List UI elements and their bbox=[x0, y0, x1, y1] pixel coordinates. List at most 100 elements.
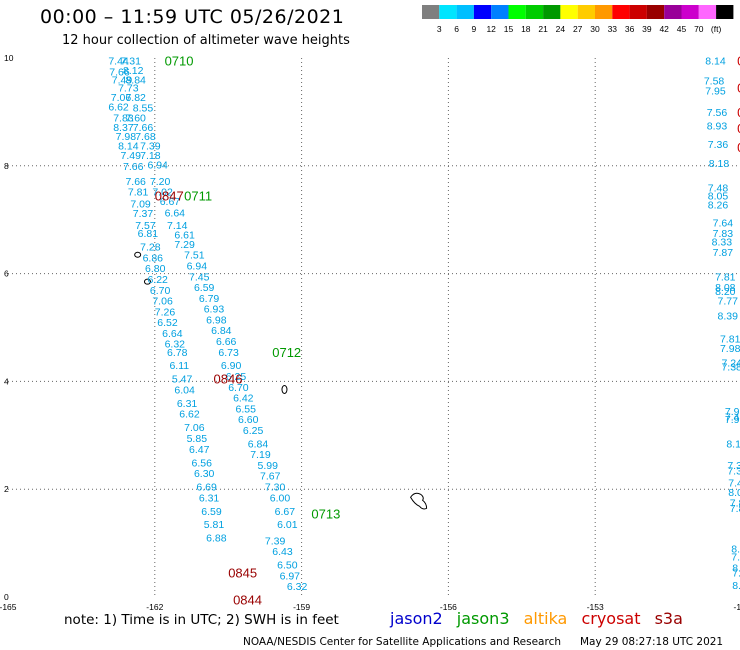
swh-value: 8.39 bbox=[718, 311, 739, 323]
pass-time-label: 0630 bbox=[737, 81, 740, 96]
pass-time-label: 0844 bbox=[233, 593, 262, 608]
swh-value: 6.11 bbox=[169, 360, 189, 372]
swh-value: 7.06 bbox=[184, 422, 205, 434]
colorbar-label: 3 bbox=[437, 24, 442, 34]
footer-note: note: 1) Time is in UTC; 2) SWH is in fe… bbox=[64, 612, 339, 628]
legend-cryosat: cryosat bbox=[581, 609, 641, 628]
swh-value: 6.55 bbox=[236, 403, 257, 415]
swh-value: 7.90 bbox=[732, 568, 740, 580]
swh-value: 6.64 bbox=[165, 208, 186, 220]
swh-value: 6.62 bbox=[108, 102, 129, 114]
swh-value: 8.05 bbox=[708, 190, 729, 202]
colorbar-swatch bbox=[422, 5, 440, 19]
swh-value: 6.94 bbox=[187, 261, 208, 273]
swh-value: 6.98 bbox=[206, 314, 227, 326]
y-tick-label: 4 bbox=[4, 376, 9, 386]
colorbar-label: (ft) bbox=[711, 24, 722, 34]
swh-value: 8.93 bbox=[707, 120, 728, 132]
map-title: 00:00 – 11:59 UTC 05/26/2021 bbox=[40, 6, 345, 28]
swh-value: 6.84 bbox=[248, 438, 269, 450]
colorbar-label: 12 bbox=[486, 24, 496, 34]
swh-value: 7.18 bbox=[140, 150, 161, 162]
island-outline bbox=[134, 251, 142, 258]
swh-value: 6.30 bbox=[194, 468, 215, 480]
swh-value: 7.45 bbox=[189, 271, 210, 283]
swh-value: 8.74 bbox=[732, 562, 740, 574]
swh-value: 7.66 bbox=[123, 161, 144, 173]
swh-value: 6.25 bbox=[226, 371, 247, 383]
colorbar-label: 33 bbox=[608, 24, 618, 34]
islands bbox=[134, 251, 428, 510]
y-tick-label: 0 bbox=[4, 592, 9, 602]
swh-value: 6.67 bbox=[160, 196, 181, 208]
swh-values: 7.447.317.668.127.498.847.737.067.826.62… bbox=[108, 56, 740, 594]
colorbar-swatch bbox=[646, 5, 665, 19]
x-tick-label: -156 bbox=[440, 602, 457, 612]
swh-value: 7.81 bbox=[731, 552, 740, 564]
colorbar-swatch bbox=[508, 5, 526, 19]
swh-value: 8.37 bbox=[113, 122, 134, 134]
swh-value: 5.81 bbox=[204, 519, 225, 531]
swh-value: 6.97 bbox=[280, 570, 301, 582]
x-tick-label: -153 bbox=[587, 602, 604, 612]
swh-value: 7.39 bbox=[265, 535, 286, 547]
swh-value: 7.48 bbox=[728, 478, 740, 490]
swh-value: 6.31 bbox=[177, 398, 198, 410]
swh-value: 7.83 bbox=[113, 112, 134, 124]
swh-value: 6.22 bbox=[147, 274, 168, 286]
swh-value: 6.25 bbox=[243, 425, 264, 437]
pass-time-label: 0713 bbox=[311, 506, 340, 521]
colorbar-swatch bbox=[525, 5, 544, 19]
colorbar-label: 24 bbox=[556, 24, 566, 34]
swh-value: 6.59 bbox=[201, 506, 222, 518]
colorbar-label: 70 bbox=[694, 24, 704, 34]
swh-value: 6.01 bbox=[277, 519, 298, 531]
y-tick-label: 10 bbox=[4, 53, 14, 63]
swh-value: 8.55 bbox=[133, 103, 154, 115]
swh-value: 7.09 bbox=[130, 199, 151, 211]
swh-value: 7.29 bbox=[174, 239, 195, 251]
swh-value: 6.00 bbox=[270, 492, 291, 504]
swh-value: 6.80 bbox=[145, 263, 166, 275]
colorbar-label: 21 bbox=[538, 24, 548, 34]
swh-value: 6.70 bbox=[228, 382, 249, 394]
pass-time-label: 0630 bbox=[737, 121, 740, 136]
swh-value: 6.43 bbox=[272, 546, 293, 558]
pass-time-label: 0710 bbox=[165, 54, 194, 69]
swh-value: 7.49 bbox=[112, 75, 133, 87]
colorbar-label: 39 bbox=[642, 24, 652, 34]
swh-value: 7.64 bbox=[713, 217, 734, 229]
swh-value: 6.50 bbox=[277, 560, 298, 572]
colorbar-label: 18 bbox=[521, 24, 531, 34]
swh-value: 7.14 bbox=[167, 220, 188, 232]
swh-value: 7.48 bbox=[725, 411, 740, 423]
swh-value: 7.84 bbox=[730, 503, 740, 515]
swh-value: 7.95 bbox=[705, 85, 726, 97]
satellite-legend: jason2 jason3 altika cryosat s3a bbox=[390, 609, 692, 628]
swh-value: 5.85 bbox=[187, 433, 208, 445]
swh-value: 7.98 bbox=[116, 131, 137, 143]
x-tick-label: -150 bbox=[733, 602, 740, 612]
x-tick-label: -165 bbox=[0, 602, 17, 612]
swh-value: 6.61 bbox=[174, 229, 195, 241]
swh-value: 6.79 bbox=[199, 293, 220, 305]
swh-value: 8.73 bbox=[732, 580, 740, 592]
swh-value: 7.56 bbox=[707, 107, 728, 119]
swh-value: 8.26 bbox=[708, 200, 729, 212]
colorbar-swatch bbox=[560, 5, 578, 19]
x-tick-label: -162 bbox=[146, 602, 163, 612]
colorbar-swatch bbox=[612, 5, 630, 19]
swh-value: 6.78 bbox=[167, 347, 188, 359]
pass-time-label: 0630 bbox=[737, 54, 740, 69]
swh-value: 7.39 bbox=[727, 460, 740, 472]
pass-time-label: 0846 bbox=[214, 372, 243, 387]
swh-value: 5.99 bbox=[258, 460, 279, 472]
legend-jason2: jason2 bbox=[390, 609, 443, 628]
swh-value: 8.20 bbox=[715, 286, 736, 298]
swh-value: 7.19 bbox=[250, 449, 271, 461]
colorbar-swatch bbox=[577, 5, 595, 19]
swh-value: 7.73 bbox=[118, 83, 139, 95]
swh-value: 7.37 bbox=[727, 465, 740, 477]
x-tick-label: -159 bbox=[293, 602, 310, 612]
colorbar-swatch bbox=[595, 5, 613, 19]
